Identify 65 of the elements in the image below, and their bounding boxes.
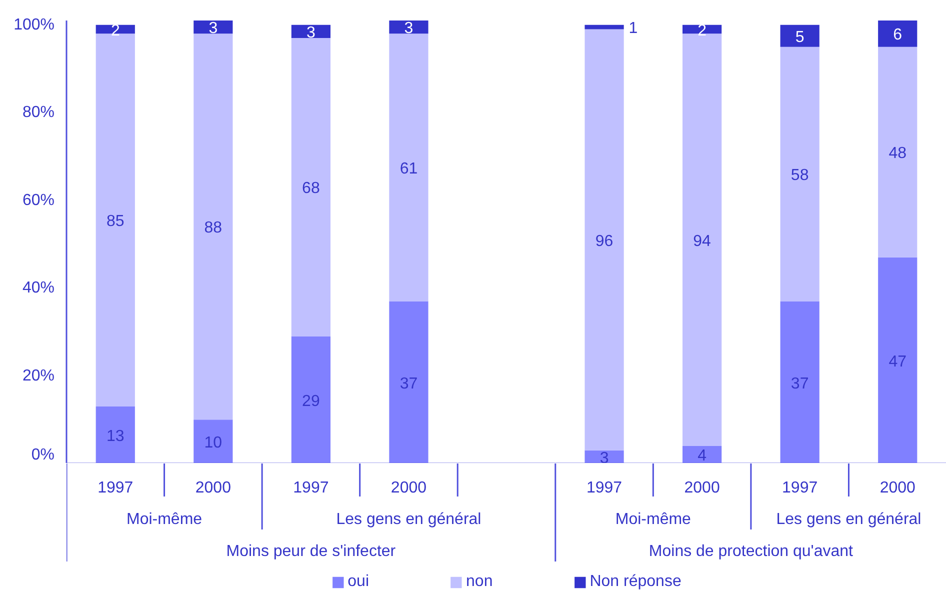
data-label: 29 (302, 392, 320, 410)
data-label: 5 (795, 28, 804, 46)
data-label: 3 (404, 20, 414, 38)
y-tick-label: 80% (22, 104, 55, 122)
legend-label: non (466, 573, 493, 591)
data-label: 96 (595, 232, 614, 250)
x-tick-label: 1997 (293, 480, 329, 496)
bar (96, 406, 135, 463)
data-label: 61 (400, 160, 418, 178)
bar (389, 34, 428, 302)
data-label: 88 (204, 220, 222, 237)
y-tick-label: 60% (22, 192, 55, 209)
bar (878, 20, 918, 47)
legend-label: Non réponse (590, 573, 682, 591)
data-label: 10 (204, 434, 222, 452)
data-label: 4 (698, 448, 707, 465)
data-label: 3 (306, 24, 316, 42)
data-label: 58 (790, 167, 809, 184)
text: Les gens en général (776, 511, 922, 528)
bar (584, 29, 624, 450)
data-label: 13 (106, 428, 124, 445)
x-tick-label: 2000 (195, 480, 232, 496)
x-tick-label: 1997 (782, 480, 818, 496)
data-label: 37 (400, 375, 418, 392)
x-tick-label: 1997 (586, 480, 622, 496)
bar (682, 34, 722, 446)
text: Moins peur de s'infecter (226, 543, 396, 560)
bar (389, 301, 428, 463)
data-label: 94 (693, 232, 712, 250)
bar (291, 336, 330, 463)
bar (584, 24, 624, 30)
bar (584, 450, 624, 463)
data-label: 85 (106, 213, 124, 230)
data-label: 3 (208, 20, 218, 38)
bar (194, 34, 233, 420)
y-tick-label: 20% (22, 367, 55, 384)
bar (780, 46, 820, 302)
data-label: 6 (893, 26, 902, 44)
text: Moins de protection qu'avant (648, 543, 854, 560)
x-tick-label: 2000 (684, 480, 720, 496)
bar (780, 301, 820, 463)
data-label: 3 (600, 450, 609, 467)
text: Moi-même (126, 511, 202, 528)
text: Moi-même (615, 511, 692, 528)
bar (682, 446, 722, 463)
legend-label: oui (348, 573, 370, 591)
data-label: 48 (888, 145, 907, 162)
bar (291, 38, 330, 336)
y-tick-label: 100% (14, 16, 54, 34)
data-label: 47 (888, 353, 907, 370)
bar (780, 24, 820, 47)
y-tick-label: 40% (22, 280, 55, 297)
bar (878, 46, 918, 258)
text: Les gens en général (336, 511, 482, 528)
x-tick-label: 2000 (880, 480, 916, 496)
data-label: 68 (302, 180, 320, 198)
x-tick-label: 2000 (390, 480, 427, 496)
bar (878, 257, 918, 463)
bar (389, 20, 428, 34)
data-label: 37 (790, 375, 809, 392)
data-label: 1 (628, 20, 638, 38)
x-tick-label: 1997 (98, 480, 134, 496)
bar (194, 420, 233, 463)
bar (96, 34, 135, 406)
y-tick-label: 0% (31, 446, 54, 464)
